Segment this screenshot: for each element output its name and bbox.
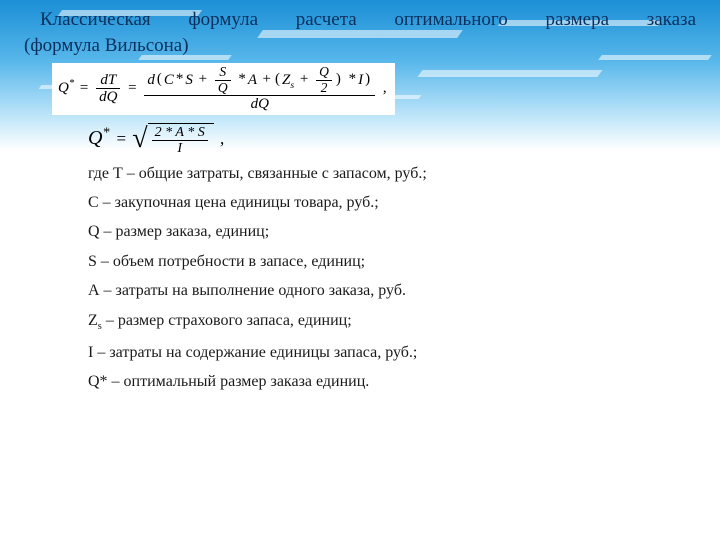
def-S: S – объем потребности в запасе, единиц; [88, 253, 696, 271]
def-Q: Q – размер заказа, единиц; [88, 223, 696, 241]
def-C: С – закупочная цена единицы товара, руб.… [88, 194, 696, 212]
eq1-lhs-star: * [69, 78, 74, 89]
eq1-dT: dT [96, 72, 120, 90]
def-Qstar: Q* – оптимальный размер заказа единиц. [88, 373, 696, 391]
formula-1: Q* = dT dQ = d(C*S + S Q *A [52, 63, 395, 115]
eq1-I: I [358, 71, 363, 87]
eq1-lhs-Q: Q [58, 80, 69, 96]
eq2-num: 2 * A * S [152, 125, 208, 141]
eq1-big-frac: d(C*S + S Q *A +(Zs + Q 2 ) *I) [144, 65, 375, 113]
eq1-SQ-den: Q [215, 81, 231, 96]
eq1-A: A [248, 71, 257, 87]
def-Zs: Zs – размер страхового запаса, единиц; [88, 312, 696, 333]
eq1-Q2-num: Q [316, 65, 332, 81]
slide: Классическая формула расчета оптимальног… [0, 0, 720, 540]
eq2-sqrt: √ 2 * A * S I [132, 123, 213, 157]
formula-2: Q* = √ 2 * A * S I , [88, 123, 696, 157]
eq1-big-num: d(C*S + S Q *A +(Zs + Q 2 ) *I) [144, 65, 375, 97]
def-Zs-sym: Z [88, 312, 98, 329]
definitions-list: где Т – общие затраты, связанные с запас… [88, 165, 696, 392]
eq2-den: I [152, 141, 208, 156]
eq2-star: * [102, 125, 109, 140]
radical-icon: √ [132, 125, 147, 159]
eq1-big-den: dQ [144, 96, 375, 113]
eq1-S: S [185, 71, 193, 87]
eq1-SQ-num: S [215, 65, 231, 81]
eq2-Q: Q [88, 127, 102, 149]
eq1-dQ: dQ [96, 89, 120, 106]
def-Zs-text: – размер страхового запаса, единиц; [102, 312, 352, 329]
def-A: А – затраты на выполнение одного заказа,… [88, 282, 696, 300]
slide-title-line2: (формула Вильсона) [24, 35, 696, 57]
def-I: I – затраты на содержание единицы запаса… [88, 344, 696, 362]
eq1-C: C [164, 71, 174, 87]
eq1-d: d [147, 71, 155, 87]
eq2-comma: , [220, 129, 224, 148]
eq1-comma: , [383, 80, 387, 96]
def-T: где Т – общие затраты, связанные с запас… [88, 165, 696, 183]
eq1-Zs: s [290, 79, 294, 90]
eq1-Q2-den: 2 [316, 81, 332, 96]
content-area: Классическая формула расчета оптимальног… [0, 0, 720, 392]
eq1-frac-dT-dQ: dT dQ [96, 72, 120, 106]
slide-title-line1: Классическая формула расчета оптимальног… [24, 8, 696, 33]
